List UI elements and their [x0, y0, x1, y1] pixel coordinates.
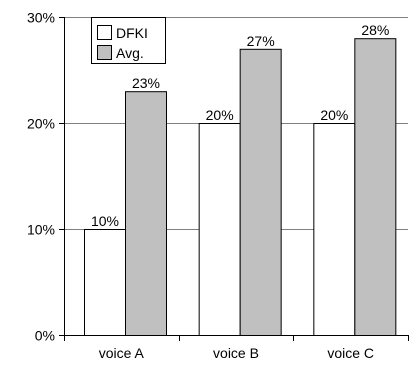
y-tick-label: 20%	[27, 116, 55, 132]
bar-avg-3	[354, 38, 397, 336]
legend-avg-label: Avg.	[116, 45, 144, 61]
data-label: 28%	[361, 22, 389, 38]
bar-avg-1	[125, 91, 167, 336]
axes: 0% 10% 20% 30% voice A voice B voice C	[27, 10, 409, 361]
y-tick-label: 30%	[27, 10, 55, 26]
legend-avg-swatch	[97, 45, 112, 60]
value-labels: 10% 23% 20% 27% 20% 28%	[91, 22, 389, 229]
bar-avg-2	[239, 48, 282, 337]
legend: DFKI Avg.	[91, 17, 166, 64]
y-tick-label: 0%	[35, 328, 55, 344]
data-label: 20%	[320, 107, 348, 123]
x-tick-label: voice A	[99, 345, 145, 361]
y-tick-label: 10%	[27, 222, 55, 238]
bars	[84, 38, 397, 337]
legend-dfki-swatch	[97, 25, 112, 40]
data-label: 23%	[132, 75, 160, 91]
bar-dfki-1	[84, 229, 126, 336]
bar-dfki-2	[198, 123, 241, 336]
bar-dfki-3	[313, 123, 356, 336]
x-tick-label: voice B	[213, 345, 259, 361]
x-tick-label: voice C	[327, 345, 374, 361]
data-label: 27%	[247, 33, 275, 49]
legend-dfki-label: DFKI	[116, 25, 148, 41]
data-label: 20%	[206, 107, 234, 123]
data-label: 10%	[91, 213, 119, 229]
